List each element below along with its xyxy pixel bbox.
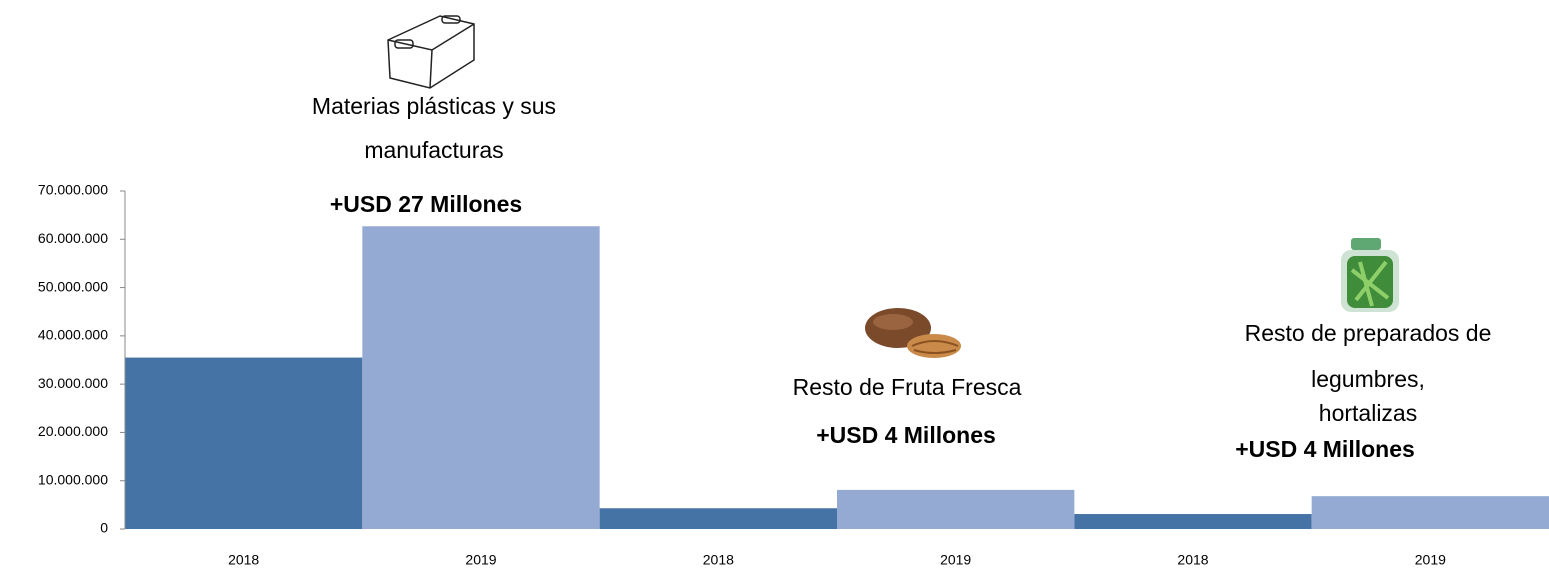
x-tick-label: 2019 [940, 552, 971, 568]
bar [125, 357, 363, 529]
annotation-amount: +USD 4 Millones [1235, 436, 1415, 462]
annotation-label: Materias plásticas y sus [312, 93, 556, 119]
bar [599, 508, 837, 529]
y-tick-label: 20.000.000 [38, 423, 108, 439]
bar [1311, 496, 1549, 529]
annotation-label: Resto de Fruta Fresca [793, 374, 1022, 400]
x-tick-label: 2019 [1415, 552, 1446, 568]
y-tick-label: 60.000.000 [38, 230, 108, 246]
y-tick-label: 40.000.000 [38, 327, 108, 343]
pecan-icon [865, 308, 961, 358]
x-tick-label: 2019 [465, 552, 496, 568]
y-tick-label: 50.000.000 [38, 278, 108, 294]
annotation-amount: +USD 27 Millones [330, 191, 522, 217]
plastic-box-icon [387, 15, 475, 89]
y-tick-label: 0 [100, 520, 108, 536]
y-tick-label: 70.000.000 [38, 182, 108, 198]
x-tick-label: 2018 [703, 552, 734, 568]
annotation-label: hortalizas [1319, 400, 1417, 426]
annotation-label: legumbres, [1311, 366, 1425, 392]
annotation-label: manufacturas [364, 137, 503, 163]
x-tick-label: 2018 [1177, 552, 1208, 568]
annotation-amount: +USD 4 Millones [816, 422, 996, 448]
pickle-jar-icon [1341, 238, 1399, 312]
bar [362, 226, 600, 529]
annotation-label: Resto de preparados de [1245, 320, 1492, 346]
x-tick-label: 2018 [228, 552, 259, 568]
bar [837, 489, 1075, 529]
y-tick-label: 30.000.000 [38, 375, 108, 391]
bar [1074, 514, 1312, 529]
y-tick-label: 10.000.000 [38, 471, 108, 487]
